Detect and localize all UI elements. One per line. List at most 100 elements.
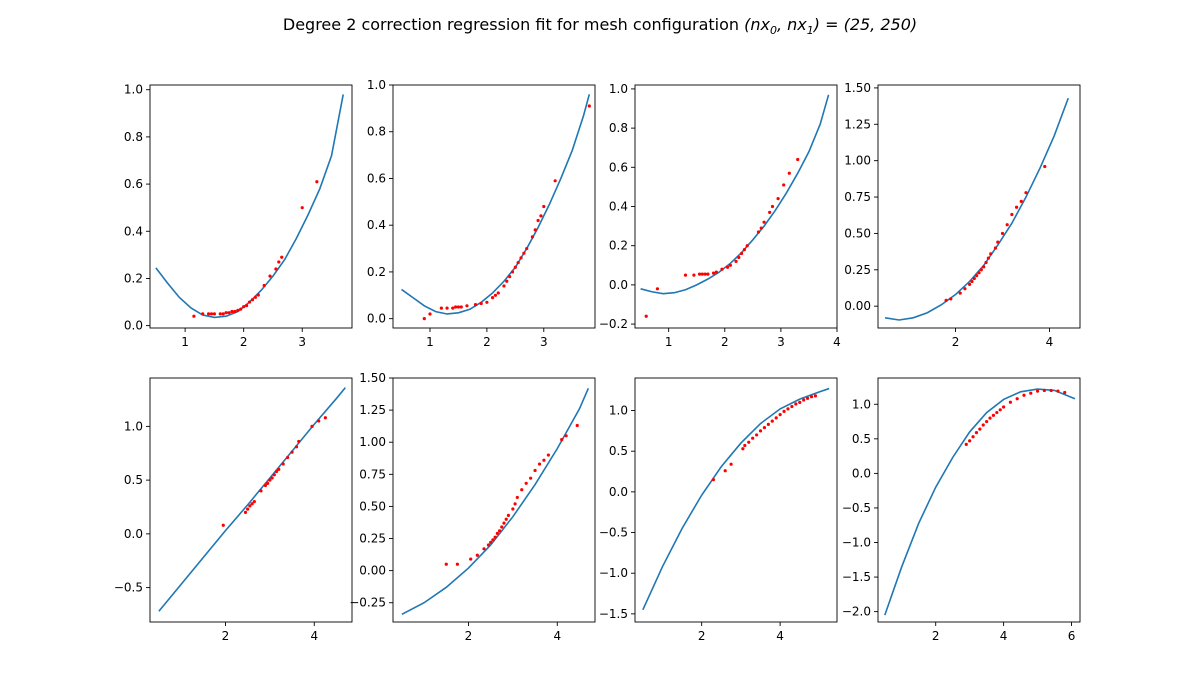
data-point (459, 305, 463, 309)
data-point (428, 312, 432, 316)
data-point (981, 423, 985, 427)
data-point (323, 416, 327, 420)
data-point (1056, 389, 1060, 393)
data-point (245, 303, 249, 308)
y-tick-label: 0.00 (359, 564, 386, 578)
data-point (221, 312, 225, 316)
x-tick-label: 2 (952, 335, 960, 349)
y-tick-label: 0.2 (367, 265, 386, 279)
axes-frame (877, 84, 1081, 329)
data-point (802, 398, 806, 402)
fit-curve-line (401, 94, 591, 315)
data-point (1002, 405, 1006, 409)
data-point (253, 295, 257, 299)
data-point (553, 179, 557, 183)
data-point (482, 547, 486, 551)
data-point (740, 251, 744, 256)
data-point (224, 311, 228, 315)
subplot-4: 2 4 0.00 0.25 0.50 0.75 1.00 1.25 1.50 (844, 81, 1081, 349)
data-point (774, 416, 778, 420)
data-point (1043, 164, 1047, 169)
data-point (497, 529, 502, 533)
data-point (248, 504, 252, 508)
data-point (790, 404, 794, 409)
x-tick-label: 2 (698, 629, 706, 643)
data-point (227, 311, 231, 315)
data-point (465, 304, 469, 308)
data-point (958, 291, 962, 295)
data-point (734, 259, 738, 263)
x-tick-label: 2 (932, 629, 940, 643)
data-point (315, 180, 319, 184)
y-tick-label: 0.6 (124, 177, 143, 191)
data-point (317, 419, 321, 423)
y-tick-label: 0.50 (359, 499, 386, 513)
data-point (809, 395, 814, 399)
data-point (300, 206, 304, 210)
data-point (986, 256, 991, 260)
subplot-6: 2 4 −0.25 0.00 0.25 0.50 0.75 1.00 1.25 1.50 (349, 371, 596, 643)
data-point (787, 171, 791, 175)
data-point (274, 469, 279, 474)
data-point (522, 251, 526, 255)
data-point (529, 476, 533, 480)
y-tick-label: 0.5 (852, 432, 871, 446)
data-point (513, 265, 517, 269)
data-point (798, 400, 802, 404)
axes-frame (149, 84, 353, 329)
data-point (1063, 390, 1067, 395)
x-tick-label: 3 (298, 335, 306, 349)
y-tick-label: −1.5 (599, 607, 628, 621)
data-point (242, 305, 246, 309)
y-tick-label: 1.0 (367, 78, 386, 92)
y-tick-label: −0.5 (842, 501, 871, 515)
data-point (530, 235, 535, 239)
data-point (725, 265, 730, 269)
data-point (1019, 199, 1023, 204)
data-point (268, 274, 272, 278)
y-tick-label: 1.00 (844, 154, 871, 168)
data-point (262, 283, 266, 288)
data-point (239, 307, 243, 311)
x-tick-label: 3 (777, 335, 785, 349)
data-point (991, 413, 996, 417)
data-point (537, 462, 542, 466)
y-tick-label: 0.8 (367, 125, 386, 139)
data-point (996, 240, 1000, 244)
data-point (587, 104, 591, 108)
data-point (502, 284, 506, 288)
data-point (720, 267, 724, 271)
data-point (290, 450, 294, 454)
data-point (1049, 388, 1053, 393)
data-point (560, 438, 564, 442)
data-point (439, 306, 443, 310)
data-point (995, 410, 999, 415)
x-tick-label: 1 (426, 335, 434, 349)
y-tick-label: 0.25 (359, 532, 386, 546)
data-point (786, 407, 790, 411)
data-point (1029, 391, 1033, 395)
data-point (310, 424, 314, 428)
data-point (758, 429, 763, 433)
data-point (479, 301, 483, 306)
x-tick-label: 2 (222, 629, 230, 643)
data-point (422, 317, 426, 321)
y-tick-label: 0.2 (124, 271, 143, 285)
data-point (683, 273, 688, 277)
data-point (754, 433, 759, 437)
data-point (762, 220, 766, 224)
data-point (243, 510, 248, 514)
data-point (456, 305, 461, 309)
data-point (206, 312, 211, 316)
data-point (770, 204, 775, 209)
data-point (252, 500, 256, 504)
data-point (742, 248, 747, 252)
data-point (516, 260, 520, 265)
data-point (782, 183, 786, 187)
data-point (524, 481, 528, 485)
data-point (971, 435, 975, 439)
data-point (490, 296, 495, 300)
data-point (692, 273, 696, 277)
subplot-5: 2 4 −0.5 0.0 0.5 1.0 (114, 377, 353, 643)
